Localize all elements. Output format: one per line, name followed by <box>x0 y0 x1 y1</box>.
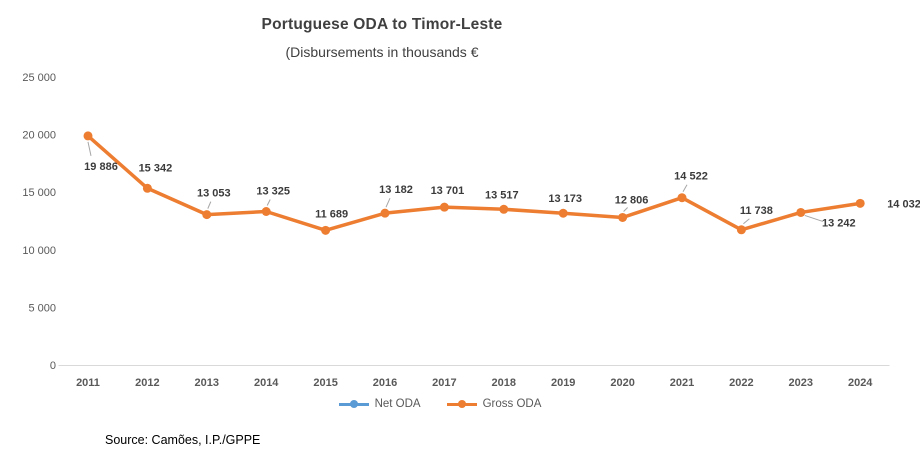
data-point-2017 <box>439 202 449 212</box>
x-tick-label-2014: 2014 <box>254 377 279 389</box>
data-label-leader-line <box>682 184 688 192</box>
x-tick-label-2023: 2023 <box>789 377 813 389</box>
data-label-2019: 13 173 <box>548 193 582 205</box>
data-label-leader-line <box>743 218 750 225</box>
y-tick-label: 0 <box>50 360 56 372</box>
chart-subtitle: (Disbursements in thousands € <box>285 44 479 60</box>
chart-title: Portuguese ODA to Timor-Leste <box>261 16 503 33</box>
x-tick-label-2017: 2017 <box>432 377 456 389</box>
y-tick-label: 5 000 <box>28 302 56 314</box>
data-point-2011 <box>83 131 93 141</box>
x-tick-label-2012: 2012 <box>135 377 159 389</box>
data-label-2011: 19 886 <box>84 161 118 173</box>
data-label-2013: 13 053 <box>197 188 231 200</box>
data-label-leader-line <box>266 199 271 206</box>
data-label-2020: 12 806 <box>615 194 649 206</box>
x-tick-label-2019: 2019 <box>551 377 575 389</box>
data-label-leader-line <box>87 141 92 157</box>
net-oda-line-marker-icon <box>338 400 369 409</box>
data-label-2016: 13 182 <box>379 184 413 196</box>
data-point-2012 <box>142 183 152 193</box>
data-point-2019 <box>558 208 568 218</box>
y-tick-label: 15 000 <box>22 187 56 199</box>
x-tick-label-2013: 2013 <box>195 377 219 389</box>
x-tick-label-2016: 2016 <box>373 377 397 389</box>
data-point-2022 <box>736 225 746 235</box>
data-point-2016 <box>380 208 390 218</box>
y-tick-label: 20 000 <box>22 130 56 142</box>
legend-item-gross-oda: Gross ODA <box>446 398 542 410</box>
data-point-2023 <box>796 207 806 217</box>
x-tick-label-2020: 2020 <box>610 377 634 389</box>
data-label-leader-line <box>623 207 628 212</box>
data-point-2018 <box>499 204 509 214</box>
x-tick-label-2021: 2021 <box>670 377 694 389</box>
data-point-2021 <box>677 193 687 203</box>
legend-label-net-oda: Net ODA <box>374 398 421 410</box>
data-label-2012: 15 342 <box>139 162 173 174</box>
legend-label-gross-oda: Gross ODA <box>482 398 542 410</box>
data-point-2014 <box>261 206 271 216</box>
x-tick-label-2011: 2011 <box>76 377 100 389</box>
data-label-2014: 13 325 <box>256 185 290 197</box>
data-label-2017: 13 701 <box>431 185 465 197</box>
data-point-2015 <box>321 225 331 235</box>
legend: Net ODA Gross ODA <box>0 398 880 410</box>
y-tick-label: 25 000 <box>22 72 56 84</box>
data-label-leader-line <box>804 214 823 222</box>
data-point-2013 <box>202 210 212 220</box>
x-tick-label-2024: 2024 <box>848 377 873 389</box>
gross-oda-line-marker-icon <box>446 400 477 409</box>
data-point-2024 <box>855 198 865 208</box>
data-label-2023: 13 242 <box>822 217 856 229</box>
gross-oda-line <box>86 134 862 233</box>
legend-item-net-oda: Net ODA <box>338 398 421 410</box>
x-tick-label-2022: 2022 <box>729 377 753 389</box>
data-point-2020 <box>618 212 628 222</box>
data-label-2018: 13 517 <box>485 189 519 201</box>
data-label-2021: 14 522 <box>674 171 708 183</box>
data-label-2024: 14 032 <box>887 198 920 210</box>
y-tick-label: 10 000 <box>22 245 56 257</box>
data-label-2022: 11 738 <box>740 205 773 217</box>
data-label-2015: 11 689 <box>315 208 348 220</box>
data-label-leader-line <box>207 201 212 209</box>
data-label-leader-line <box>385 197 391 208</box>
x-tick-label-2015: 2015 <box>313 377 337 389</box>
source-note: Source: Camões, I.P./GPPE <box>105 433 261 447</box>
x-tick-label-2018: 2018 <box>492 377 516 389</box>
